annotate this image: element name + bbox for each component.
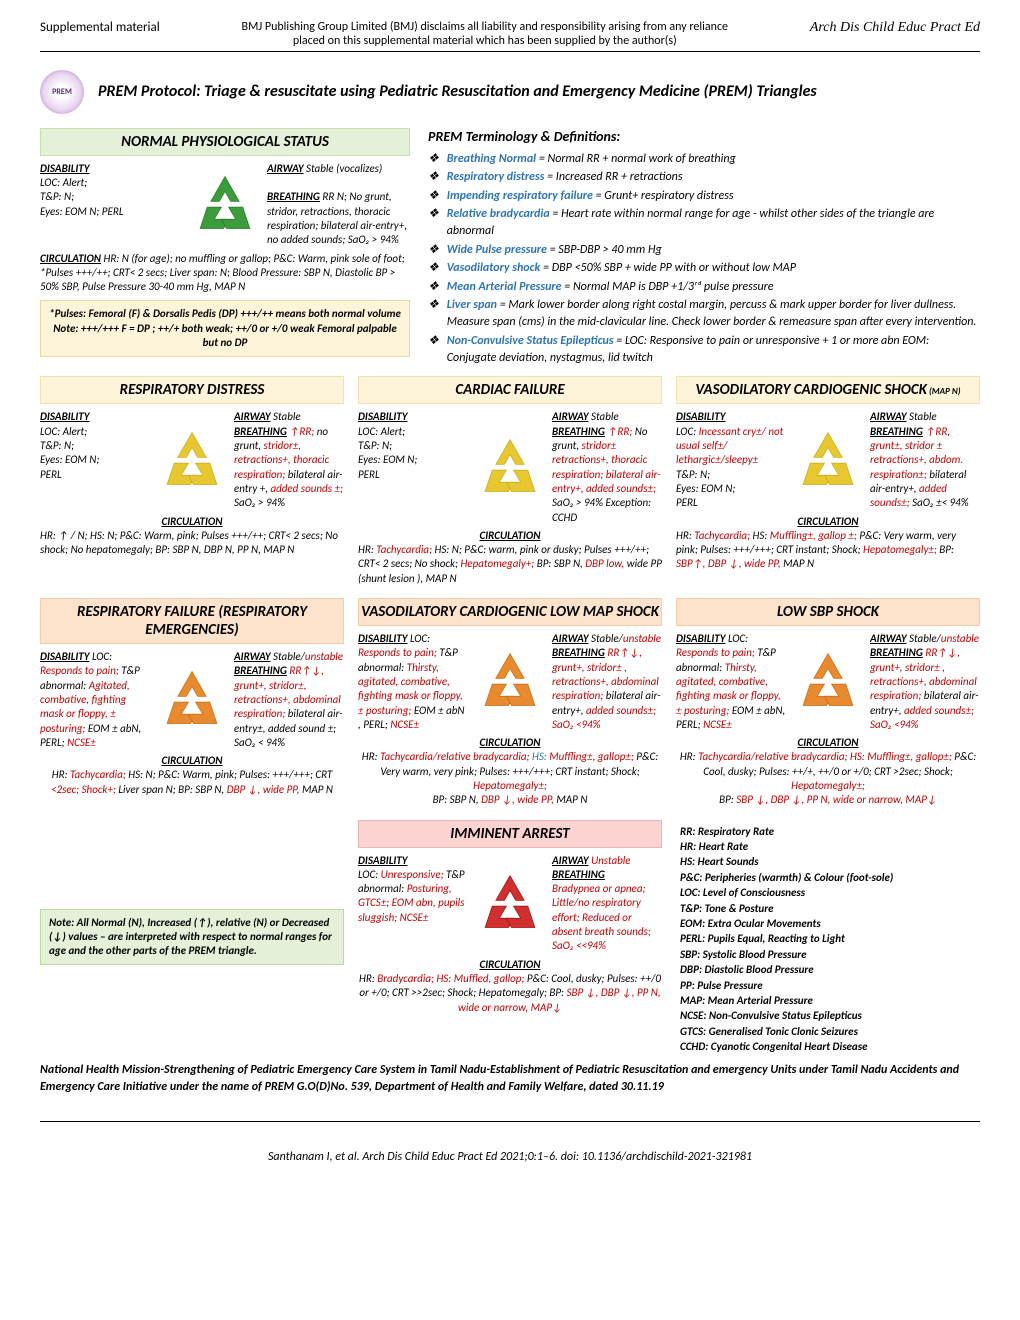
- pulses-note: *Pulses: Femoral (F) & Dorsalis Pedis (D…: [40, 300, 410, 357]
- vaso-shock-header: VASODILATORY CARDIOGENIC SHOCK (MAP N): [676, 376, 980, 404]
- vs-airway-breathing: AIRWAY StableBREATHING ↑RR, grunt±, stri…: [870, 410, 980, 510]
- rf-airway-breathing: AIRWAY Stable/unstableBREATHING RR↑↓, gr…: [234, 650, 344, 750]
- ia-circulation: CIRCULATIONHR: Bradycardia; HS: Muffled,…: [358, 958, 662, 1015]
- resp-failure-header: RESPIRATORY FAILURE (RESPIRATORY EMERGEN…: [40, 598, 344, 644]
- ls-circulation: CIRCULATIONHR: Tachycardia/relative brad…: [676, 736, 980, 807]
- terminology-item: Wide Pulse pressure = SBP-DBP > 40 mm Hg: [428, 242, 980, 259]
- vl-disability: DISABILITY LOC: Responds to pain; T&P ab…: [358, 632, 468, 732]
- vs-disability: DISABILITYLOC: Incessant cry±/ not usual…: [676, 410, 786, 510]
- normal-circulation: CIRCULATION HR: N (for age); no muffling…: [40, 252, 410, 295]
- main-title: PREM Protocol: Triage & resuscitate usin…: [98, 82, 817, 101]
- terminology-item: Respiratory distress = Increased RR + re…: [428, 169, 980, 186]
- terminology-list: Breathing Normal = Normal RR + normal wo…: [428, 151, 980, 368]
- recycle-triangle-icon: [474, 410, 546, 524]
- terminology-item: Vasodilatory shock = DBP <50% SBP + wide…: [428, 260, 980, 277]
- ls-disability: DISABILITY LOC: Responds to pain; T&P ab…: [676, 632, 786, 732]
- normal-status-header: NORMAL PHYSIOLOGICAL STATUS: [40, 128, 410, 156]
- recycle-triangle-icon: [156, 410, 228, 510]
- terminology-item: Impending respiratory failure = Grunt+ r…: [428, 188, 980, 205]
- prem-logo-icon: PREM: [40, 70, 84, 114]
- vl-circulation: CIRCULATIONHR: Tachycardia/relative brad…: [358, 736, 662, 807]
- page-header: Supplemental material BMJ Publishing Gro…: [40, 20, 980, 52]
- disclaimer: BMJ Publishing Group Limited (BMJ) discl…: [242, 20, 728, 49]
- citation-footer: Santhanam I, et al. Arch Dis Child Educ …: [40, 1150, 980, 1164]
- title-row: PREM PREM Protocol: Triage & resuscitate…: [40, 70, 980, 114]
- ls-airway-breathing: AIRWAY Stable/unstableBREATHING RR↑↓, gr…: [870, 632, 980, 732]
- terminology-title: PREM Terminology & Definitions:: [428, 128, 980, 145]
- rd-disability: DISABILITYLOC: Alert; T&P: N; Eyes: EOM …: [40, 410, 150, 510]
- terminology-item: Mean Arterial Pressure = Normal MAP is D…: [428, 279, 980, 296]
- vaso-lowmap-header: VASODILATORY CARDIOGENIC LOW MAP SHOCK: [358, 598, 662, 626]
- supplemental-label: Supplemental material: [40, 20, 160, 49]
- rf-disability: DISABILITY LOC: Responds to pain; T&P ab…: [40, 650, 150, 750]
- recycle-triangle-icon: [156, 650, 228, 750]
- rd-circulation: CIRCULATIONHR: ↑ / N; HS: N; P&C: Warm, …: [40, 515, 344, 558]
- terminology-item: Relative bradycardia = Heart rate within…: [428, 206, 980, 241]
- ia-disability: DISABILITYLOC: Unresponsive; T&P abnorma…: [358, 854, 468, 954]
- recycle-triangle-icon: [792, 410, 864, 510]
- recycle-triangle-icon: [792, 632, 864, 732]
- recycle-triangle-icon: [474, 632, 546, 732]
- vs-circulation: CIRCULATIONHR: Tachycardia; HS: Muffling…: [676, 515, 980, 572]
- cf-disability: DISABILITYLOC: Alert; T&P: N; Eyes: EOM …: [358, 410, 468, 524]
- journal-title: Arch Dis Child Educ Pract Ed: [810, 20, 980, 49]
- recycle-triangle-icon: [474, 854, 546, 954]
- rf-circulation: CIRCULATIONHR: Tachycardia; HS: N; P&C: …: [40, 754, 344, 797]
- interpretation-note: Note: All Normal (N), Increased (↑), rel…: [40, 909, 344, 966]
- cf-circulation: CIRCULATIONHR: Tachycardia; HS: N; P&C: …: [358, 529, 662, 586]
- low-sbp-header: LOW SBP SHOCK: [676, 598, 980, 626]
- resp-distress-header: RESPIRATORY DISTRESS: [40, 376, 344, 404]
- terminology-item: Liver span = Mark lower border along rig…: [428, 297, 980, 332]
- imminent-arrest-header: IMMINENT ARREST: [358, 820, 662, 848]
- abbreviations: RR: Respiratory Rate HR: Heart Rate HS: …: [676, 820, 980, 1055]
- recycle-triangle-icon: [189, 162, 261, 248]
- terminology-item: Non-Convulsive Status Epilepticus = LOC:…: [428, 333, 980, 368]
- cardiac-failure-header: CARDIAC FAILURE: [358, 376, 662, 404]
- normal-disability: DISABILITY LOC: Alert; T&P: N; Eyes: EOM…: [40, 162, 183, 248]
- normal-airway-breathing: AIRWAY Stable (vocalizes) BREATHING RR N…: [267, 162, 410, 248]
- rd-airway-breathing: AIRWAY StableBREATHING ↑RR; no grunt, st…: [234, 410, 344, 510]
- terminology-item: Breathing Normal = Normal RR + normal wo…: [428, 151, 980, 168]
- cf-airway-breathing: AIRWAY StableBREATHING ↑RR; No grunt, st…: [552, 410, 662, 524]
- footnote: National Health Mission-Strengthening of…: [40, 1062, 980, 1121]
- vl-airway-breathing: AIRWAY Stable/unstableBREATHING RR↑↓, gr…: [552, 632, 662, 732]
- ia-airway-breathing: AIRWAY UnstableBREATHINGBradypnea or apn…: [552, 854, 662, 954]
